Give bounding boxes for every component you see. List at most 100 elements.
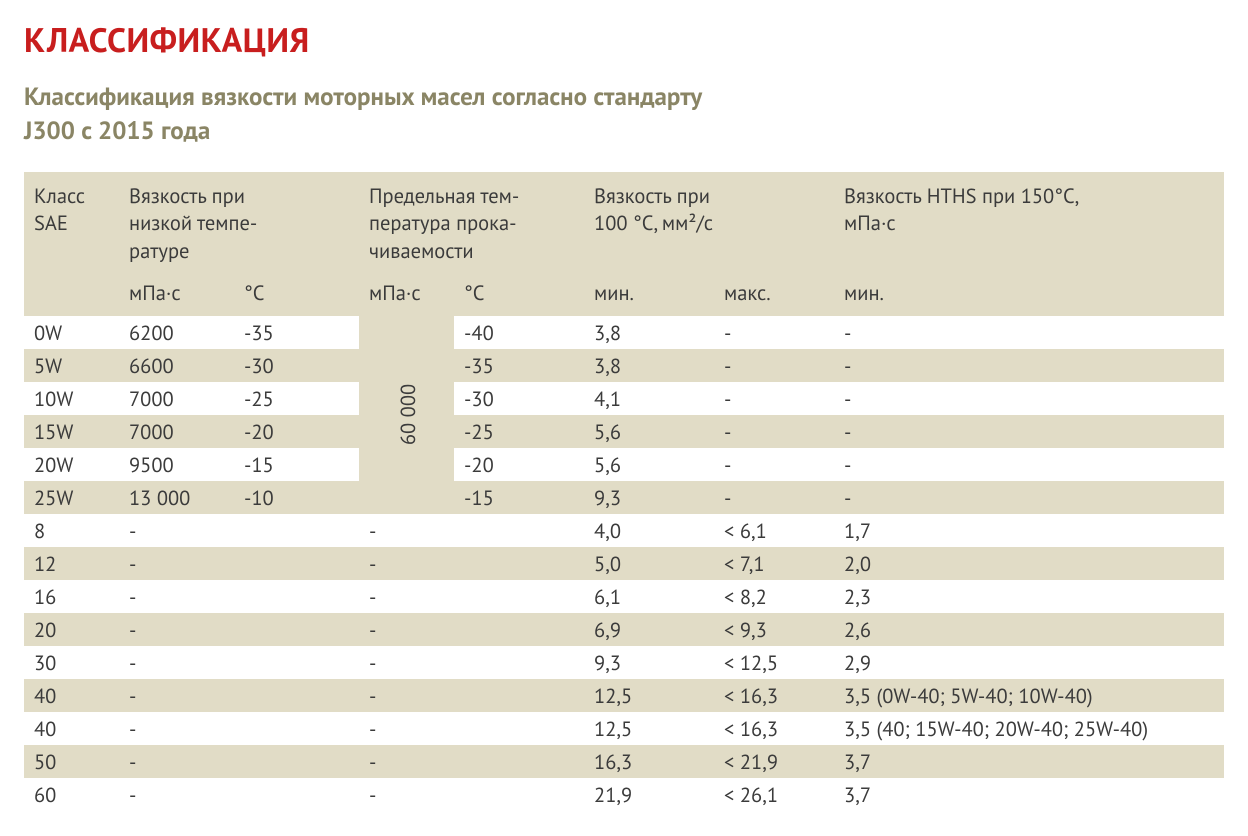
cell-mpa1: 7000 [119, 415, 234, 448]
merged-label: 60 000 [394, 384, 421, 445]
cell-min: 3,8 [584, 316, 714, 349]
cell-min: 4,1 [584, 382, 714, 415]
table-row: 8--4,0< 6,11,7 [24, 514, 1224, 547]
cell-max: < 21,9 [714, 745, 834, 778]
cell-sae: 30 [24, 646, 119, 679]
col-header-sae: КлассSAE [24, 172, 119, 316]
cell-c2 [454, 778, 584, 811]
cell-c1 [234, 712, 359, 745]
table-header-row-2: мПа·с °С мПа·с °С мин. макс. мин. [24, 273, 1224, 316]
table-row: 30--9,3< 12,52,9 [24, 646, 1224, 679]
cell-hths: - [834, 349, 1224, 382]
cell-sae: 12 [24, 547, 119, 580]
cell-min: 21,9 [584, 778, 714, 811]
cell-c1 [234, 745, 359, 778]
cell-c1: -15 [234, 448, 359, 481]
subtitle-line-1: Классификация вязкости моторных масел со… [24, 80, 702, 112]
cell-mpa2: - [359, 547, 454, 580]
cell-c2: -15 [454, 481, 584, 514]
cell-hths: 1,7 [834, 514, 1224, 547]
cell-hths: - [834, 382, 1224, 415]
cell-mpa2: - [359, 613, 454, 646]
cell-hths: - [834, 481, 1224, 514]
table-body: 0W6200-3560 000-403,8--5W6600-30-353,8--… [24, 316, 1224, 811]
cell-c2: -30 [454, 382, 584, 415]
cell-c1: -25 [234, 382, 359, 415]
cell-c1: -10 [234, 481, 359, 514]
cell-c2 [454, 547, 584, 580]
cell-c1 [234, 580, 359, 613]
cell-c2 [454, 712, 584, 745]
cell-min: 12,5 [584, 712, 714, 745]
cell-c2 [454, 613, 584, 646]
col-header-pumpability: Предельная тем-пература прока-чиваемости [359, 172, 584, 273]
cell-mpa2: - [359, 646, 454, 679]
table-row: 0W6200-3560 000-403,8-- [24, 316, 1224, 349]
cell-c1 [234, 613, 359, 646]
cell-mpa2: - [359, 712, 454, 745]
cell-hths: 2,9 [834, 646, 1224, 679]
col-header-hths: Вязкость HTHS при 150°С,мПа·с [834, 172, 1224, 273]
cell-c2 [454, 679, 584, 712]
table-header-row-1: КлассSAE Вязкость принизкой темпе-ратуре… [24, 172, 1224, 273]
col-sub-min: мин. [584, 273, 714, 316]
cell-mpa1: 13 000 [119, 481, 234, 514]
cell-sae: 25W [24, 481, 119, 514]
cell-mpa1: - [119, 712, 234, 745]
cell-sae: 10W [24, 382, 119, 415]
col-sub-hths-min: мин. [834, 273, 1224, 316]
col-sub-mpa1: мПа·с [119, 273, 234, 316]
table-row: 60--21,9< 26,13,7 [24, 778, 1224, 811]
cell-hths: 3,5 (40; 15W-40; 20W-40; 25W-40) [834, 712, 1224, 745]
cell-sae: 5W [24, 349, 119, 382]
cell-max: - [714, 415, 834, 448]
cell-min: 5,6 [584, 415, 714, 448]
cell-c1: -35 [234, 316, 359, 349]
table-header: КлассSAE Вязкость принизкой темпе-ратуре… [24, 172, 1224, 316]
col-header-low-temp: Вязкость принизкой темпе-ратуре [119, 172, 359, 273]
cell-sae: 40 [24, 679, 119, 712]
cell-hths: 2,6 [834, 613, 1224, 646]
cell-min: 5,6 [584, 448, 714, 481]
cell-c1: -30 [234, 349, 359, 382]
cell-max: < 8,2 [714, 580, 834, 613]
cell-max: < 16,3 [714, 712, 834, 745]
cell-c2: -20 [454, 448, 584, 481]
cell-mpa1: - [119, 580, 234, 613]
cell-sae: 0W [24, 316, 119, 349]
cell-min: 3,8 [584, 349, 714, 382]
cell-mpa2: - [359, 580, 454, 613]
cell-c2 [454, 580, 584, 613]
cell-min: 4,0 [584, 514, 714, 547]
page: КЛАССИФИКАЦИЯ Классификация вязкости мот… [0, 0, 1248, 835]
cell-mpa1: - [119, 514, 234, 547]
cell-mpa2: - [359, 745, 454, 778]
cell-mpa1: 6600 [119, 349, 234, 382]
cell-max: < 26,1 [714, 778, 834, 811]
cell-hths: - [834, 316, 1224, 349]
cell-mpa1: 9500 [119, 448, 234, 481]
cell-hths: - [834, 448, 1224, 481]
cell-mpa1: - [119, 646, 234, 679]
page-subtitle: Классификация вязкости моторных масел со… [24, 80, 1224, 148]
col-sub-mpa2: мПа·с [359, 273, 454, 316]
cell-sae: 40 [24, 712, 119, 745]
cell-c1: -20 [234, 415, 359, 448]
cell-sae: 20W [24, 448, 119, 481]
cell-mpa2-merged: 60 000 [359, 316, 454, 514]
cell-max: - [714, 448, 834, 481]
cell-min: 6,1 [584, 580, 714, 613]
cell-sae: 60 [24, 778, 119, 811]
cell-c2 [454, 745, 584, 778]
cell-c1 [234, 547, 359, 580]
table-row: 40--12,5< 16,33,5 (40; 15W-40; 20W-40; 2… [24, 712, 1224, 745]
cell-c1 [234, 679, 359, 712]
cell-hths: - [834, 415, 1224, 448]
cell-hths: 3,7 [834, 778, 1224, 811]
cell-max: < 12,5 [714, 646, 834, 679]
cell-max: - [714, 349, 834, 382]
table-row: 12--5,0< 7,12,0 [24, 547, 1224, 580]
cell-mpa1: - [119, 778, 234, 811]
cell-c2: -25 [454, 415, 584, 448]
cell-max: < 7,1 [714, 547, 834, 580]
